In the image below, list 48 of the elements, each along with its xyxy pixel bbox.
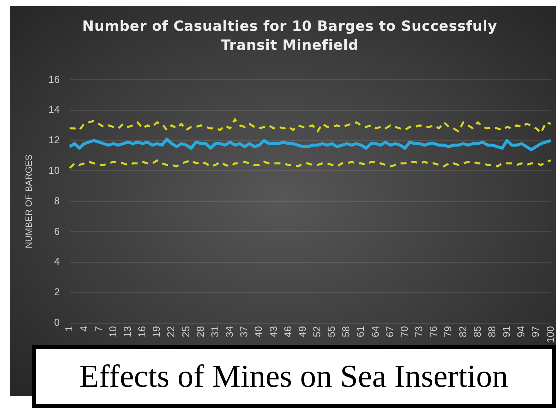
x-tick-label: 16 bbox=[138, 326, 149, 338]
x-tick-label: 88 bbox=[487, 326, 498, 338]
x-tick-label: 94 bbox=[516, 326, 528, 338]
y-axis-title: NUMBER OF BARGES bbox=[24, 154, 34, 249]
x-tick-label: 70 bbox=[400, 326, 411, 338]
x-tick-label: 28 bbox=[196, 326, 207, 338]
x-tick-label: 85 bbox=[472, 326, 484, 338]
x-tick-label: 82 bbox=[458, 326, 470, 338]
x-tick-label: 4 bbox=[79, 326, 90, 332]
x-tick-label: 100 bbox=[546, 326, 556, 344]
x-tick-label: 49 bbox=[298, 326, 309, 338]
x-tick-label: 73 bbox=[414, 326, 426, 338]
x-tick-label: 97 bbox=[531, 326, 542, 338]
x-tick-label: 31 bbox=[210, 326, 222, 338]
x-tick-label: 55 bbox=[327, 326, 338, 338]
chart-title: Number of Casualties for 10 Barges to Successfuly Transit Minefield bbox=[82, 18, 498, 56]
x-tick-label: 61 bbox=[356, 326, 368, 338]
x-tick-label: 67 bbox=[385, 326, 396, 338]
x-tick-label: 13 bbox=[122, 326, 134, 338]
y-tick-label: 2 bbox=[54, 288, 60, 299]
x-tick-label: 40 bbox=[254, 326, 266, 338]
y-tick-label: 10 bbox=[48, 166, 60, 177]
x-tick-label: 43 bbox=[268, 326, 280, 338]
x-tick-label: 64 bbox=[370, 326, 382, 338]
x-tick-label: 7 bbox=[94, 326, 105, 332]
x-tick-label: 91 bbox=[502, 326, 514, 338]
line-series bbox=[68, 118, 552, 134]
y-tick-label: 14 bbox=[48, 105, 60, 116]
x-tick-label: 52 bbox=[312, 326, 324, 338]
y-tick-label: 16 bbox=[48, 74, 60, 86]
x-tick-label: 1 bbox=[64, 326, 76, 332]
line-series bbox=[68, 160, 552, 170]
x-tick-label: 19 bbox=[152, 326, 164, 338]
x-tick-label: 34 bbox=[225, 326, 236, 338]
x-tick-label: 46 bbox=[283, 326, 294, 338]
x-tick-label: 76 bbox=[429, 326, 440, 338]
y-tick-label: 6 bbox=[54, 226, 60, 238]
y-tick-label: 12 bbox=[48, 136, 60, 147]
x-tick-label: 58 bbox=[342, 326, 353, 338]
x-tick-label: 79 bbox=[444, 326, 455, 338]
x-tick-label: 22 bbox=[166, 326, 178, 338]
x-tick-label: 37 bbox=[240, 326, 251, 338]
y-tick-label: 8 bbox=[54, 196, 60, 208]
x-tick-label: 25 bbox=[181, 326, 192, 338]
x-tick-label: 10 bbox=[108, 326, 120, 338]
text: Effects of Mines on Sea Insertion bbox=[32, 345, 556, 408]
y-tick-label: 0 bbox=[54, 318, 60, 330]
y-tick-label: 4 bbox=[54, 257, 60, 268]
